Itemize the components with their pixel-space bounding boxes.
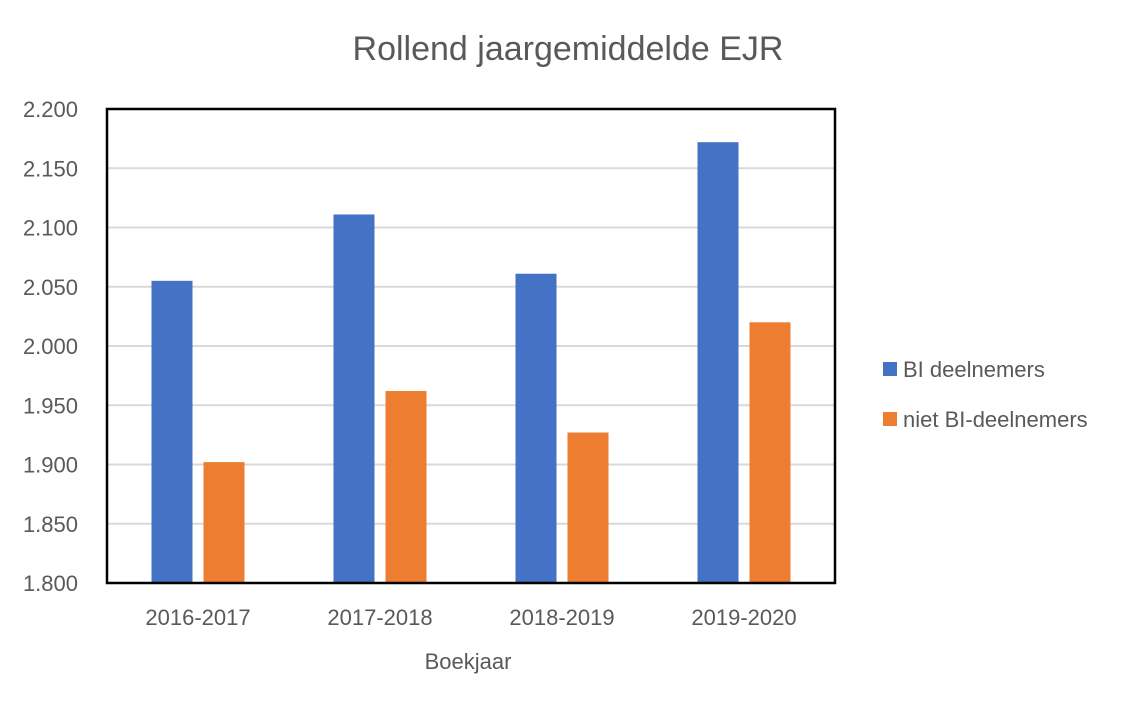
y-tick-label: 1.900 (23, 453, 78, 478)
y-tick-label: 1.950 (23, 393, 78, 418)
chart-title: Rollend jaargemiddelde EJR (353, 30, 784, 68)
x-tick-label: 2016-2017 (145, 605, 250, 630)
bar-niet-bi-deelnemers-2016-2017 (203, 462, 245, 583)
bars (151, 142, 791, 583)
x-tick-label: 2019-2020 (691, 605, 796, 630)
y-tick-label: 2.100 (23, 216, 78, 241)
bar-bi-deelnemers-2019-2020 (697, 142, 739, 583)
y-tick-label: 1.850 (23, 512, 78, 537)
plot-area-frame (105, 107, 837, 585)
bar-niet-bi-deelnemers-2017-2018 (385, 391, 427, 583)
y-tick-label: 2.200 (23, 97, 78, 122)
bar-niet-bi-deelnemers-2019-2020 (749, 322, 791, 583)
bar-bi-deelnemers-2017-2018 (333, 214, 375, 583)
y-tick-label: 2.150 (23, 156, 78, 181)
y-tick-label: 2.000 (23, 334, 78, 359)
legend: BI deelnemers niet BI-deelnemers (883, 357, 1088, 432)
y-tick-label: 2.050 (23, 275, 78, 300)
bar-niet-bi-deelnemers-2018-2019 (567, 432, 609, 583)
x-axis-ticks: 2016-2017 2017-2018 2018-2019 2019-2020 (145, 605, 796, 630)
legend-swatch (883, 362, 897, 376)
legend-label: BI deelnemers (903, 357, 1045, 382)
bar-bi-deelnemers-2018-2019 (515, 273, 557, 583)
y-tick-label: 1.800 (23, 571, 78, 596)
x-tick-label: 2017-2018 (327, 605, 432, 630)
bar-bi-deelnemers-2016-2017 (151, 280, 193, 583)
y-axis-ticks: 1.800 1.850 1.900 1.950 2.000 2.050 2.100 2.150… (23, 97, 78, 596)
legend-swatch (883, 412, 897, 426)
x-tick-label: 2018-2019 (509, 605, 614, 630)
x-axis-title: Boekjaar (425, 649, 512, 674)
legend-label: niet BI-deelnemers (903, 407, 1088, 432)
